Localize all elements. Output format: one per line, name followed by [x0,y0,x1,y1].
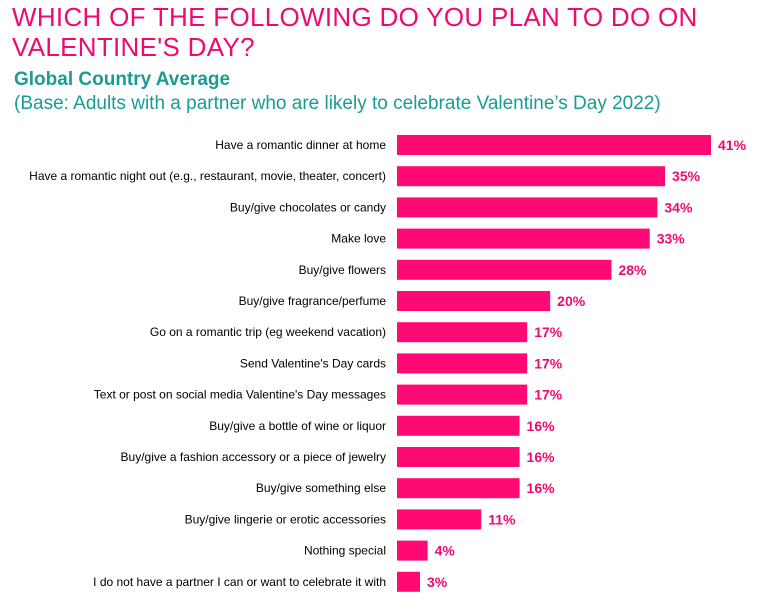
value-label: 16% [527,449,556,465]
category-label: Buy/give flowers [299,263,386,277]
value-label: 16% [527,418,556,434]
bar-14 [397,571,420,592]
value-label: 11% [488,511,516,527]
bar-11 [397,478,520,499]
bar-0 [397,135,711,155]
bar-4 [397,259,612,280]
category-label: Make love [331,232,386,246]
value-label: 4% [435,543,456,559]
bar-9 [397,415,520,436]
category-label: Send Valentine's Day cards [240,356,386,370]
value-label: 17% [534,324,563,340]
value-label: 17% [534,355,563,371]
chart-subtitle: Global Country Average [14,69,231,90]
bar-7 [397,353,528,374]
bar-2 [397,197,658,218]
value-label: 17% [534,387,563,403]
value-label: 35% [672,168,701,184]
value-label: 3% [427,574,448,590]
bar-5 [397,291,551,311]
bar-12 [397,509,482,530]
category-label: Buy/give lingerie or erotic accessories [185,512,386,526]
category-label: Buy/give a fashion accessory or a piece … [121,450,386,464]
category-label: Text or post on social media Valentine's… [94,388,386,402]
chart-title: WHICH OF THE FOLLOWING DO YOU PLAN TO DO… [12,2,698,62]
category-label: Have a romantic dinner at home [215,138,386,152]
bar-1 [397,166,666,187]
base-note: (Base: Adults with a partner who are lik… [14,93,661,114]
category-label: Buy/give chocolates or candy [230,200,386,214]
bar-8 [397,384,528,405]
category-label: Buy/give something else [256,481,386,495]
value-label: 34% [664,199,693,215]
value-label: 16% [527,480,556,496]
value-label: 20% [557,293,586,309]
value-label: 33% [657,231,686,247]
category-label: I do not have a partner I can or want to… [93,575,386,589]
category-label: Nothing special [304,544,386,558]
category-label: Buy/give fragrance/perfume [239,294,387,308]
category-label: Buy/give a bottle of wine or liquor [209,419,386,433]
value-label: 41% [718,137,747,153]
bar-10 [397,447,520,467]
bar-13 [397,540,428,561]
bar-3 [397,228,650,249]
bar-6 [397,322,528,343]
category-label: Have a romantic night out (e.g., restaur… [29,169,386,183]
category-label: Go on a romantic trip (eg weekend vacati… [150,325,386,339]
value-label: 28% [618,262,647,278]
